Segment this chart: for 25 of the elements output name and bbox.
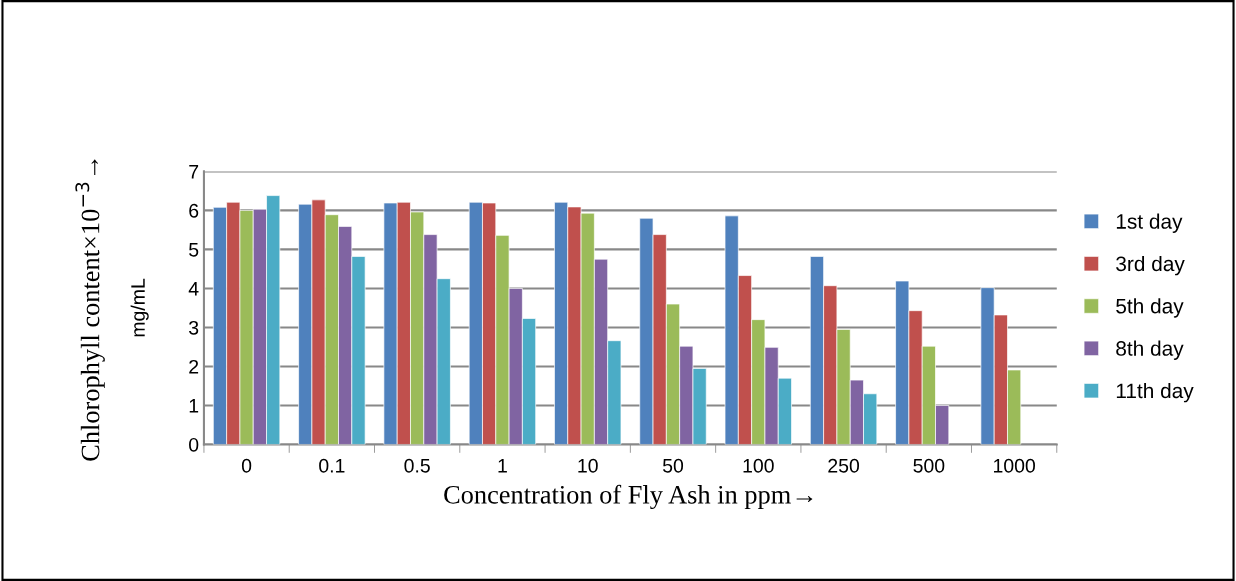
- x-tick-label: 0.5: [404, 458, 430, 473]
- legend-label: 8th day: [1116, 340, 1184, 360]
- y-tick-label: 2: [189, 359, 199, 374]
- y-tick-label: 0: [189, 437, 199, 452]
- y-tick-label: 7: [189, 165, 199, 179]
- legend-label: 5th day: [1116, 298, 1184, 318]
- x-tick-label: 50: [662, 458, 684, 473]
- x-axis-title: Concentration of Fly Ash in ppm→: [444, 484, 813, 510]
- legend-label: 1st day: [1116, 213, 1183, 233]
- y-tick-label: 6: [189, 203, 199, 218]
- x-tick-label: 500: [913, 458, 945, 473]
- legend-label: 11th day: [1116, 382, 1194, 403]
- x-tick-label: 1000: [993, 458, 1036, 473]
- x-tick-label: 10: [578, 458, 598, 473]
- legend-label: 3rd day: [1116, 255, 1185, 276]
- y-tick-label: 3: [189, 320, 199, 335]
- x-tick-label: 250: [828, 458, 860, 473]
- y-tick-label: 5: [189, 243, 199, 257]
- x-tick-label: 100: [743, 458, 774, 473]
- y-tick-label: 1: [189, 399, 199, 413]
- x-tick-label: 0: [241, 458, 252, 473]
- x-tick-label: 0.1: [319, 458, 345, 473]
- x-tick-label: 1: [498, 459, 507, 473]
- y-tick-label: 4: [188, 282, 199, 296]
- text: Chlorophyll content×10$^{−3}$→ mg/mL: [75, 159, 149, 461]
